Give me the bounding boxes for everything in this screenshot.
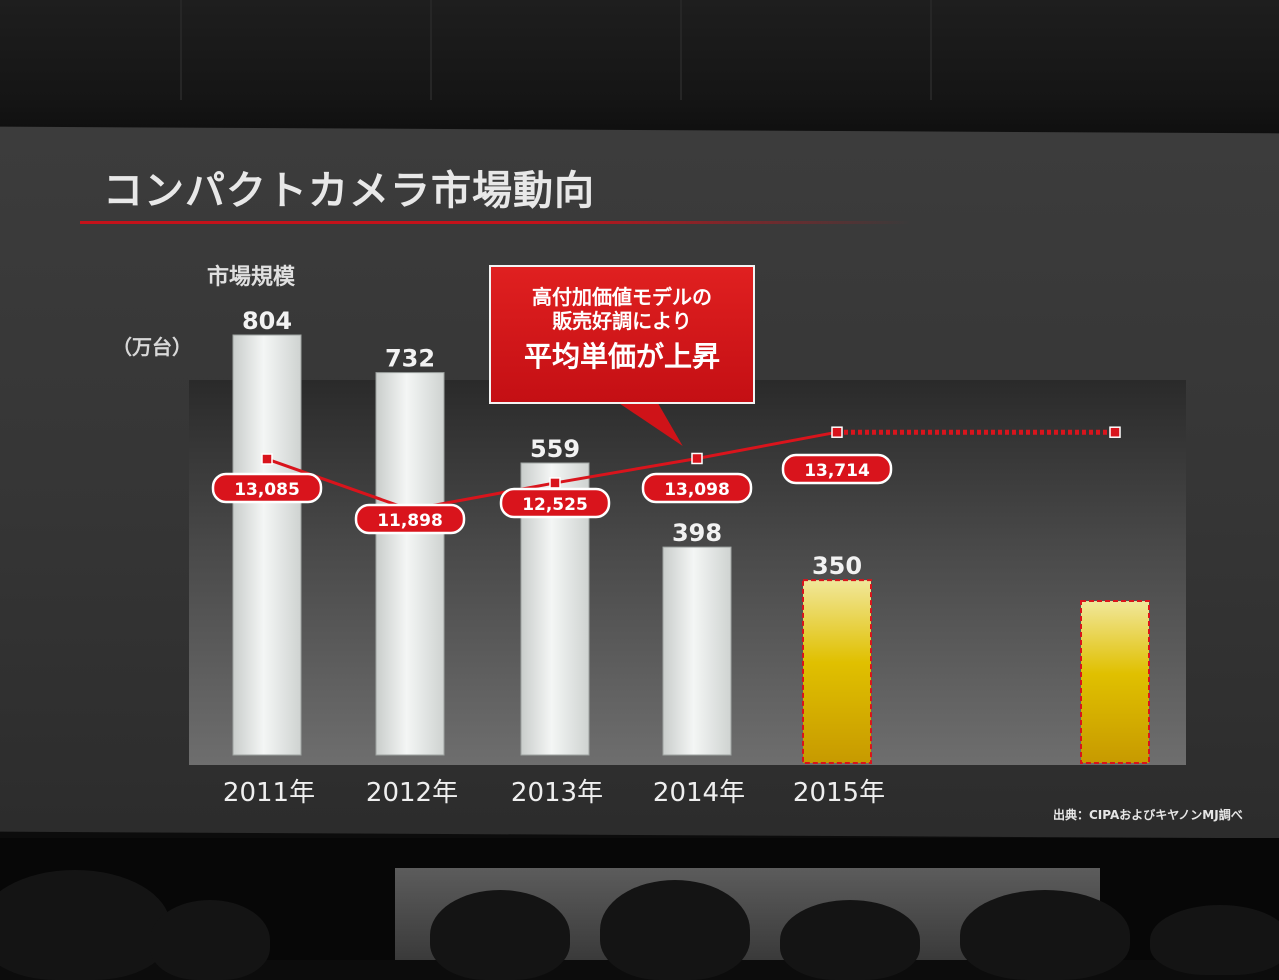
market-chart: 804 732 559 398 350 2011年 2012年 2013年 2014年 2015年… (211, 307, 1150, 808)
title-underline (80, 221, 910, 224)
audience-head (960, 890, 1130, 980)
price-label: 13,098 (664, 480, 730, 500)
callout-line-2: 販売好調により (552, 309, 692, 333)
price-point-marker (691, 452, 703, 465)
price-label-box (781, 453, 893, 485)
price-callout: 高付加価値モデルの 販売好調により 平均単価が上昇 (489, 265, 755, 404)
price-label: 12,525 (522, 495, 588, 515)
ceiling-panel-divider (430, 0, 432, 100)
market-size-bar (662, 546, 732, 756)
price-label-box (211, 472, 323, 504)
x-tick-label: 2015年 (793, 778, 885, 808)
bar-value-label: 559 (530, 435, 580, 463)
audience-head (600, 880, 750, 980)
audience-head (150, 900, 270, 980)
price-label-box (354, 503, 466, 535)
price-label: 13,714 (804, 461, 870, 481)
ceiling-area (0, 0, 1279, 140)
audience-head (1150, 905, 1279, 975)
x-tick-label: 2011年 (223, 778, 315, 808)
price-label-box (499, 487, 611, 519)
audience-head (780, 900, 920, 980)
slide-title: コンパクトカメラ市場動向 (103, 168, 595, 214)
callout-line-1: 高付加価値モデルの (532, 285, 712, 309)
bar-value-label: 732 (385, 345, 435, 373)
ceiling-panel-divider (930, 0, 932, 100)
bar-value-label: 804 (242, 307, 292, 335)
bar-value-label: 350 (812, 552, 862, 580)
x-tick-label: 2012年 (366, 778, 458, 808)
callout-line-3: 平均単価が上昇 (523, 340, 720, 373)
source-note: 出典：CIPAおよびキヤノンMJ調べ (1053, 808, 1243, 822)
price-label-box (641, 472, 753, 504)
forecast-bar (802, 579, 872, 764)
market-size-bar (375, 372, 445, 756)
y-axis-unit: （万台） (112, 335, 192, 359)
price-point-marker (261, 453, 273, 465)
ceiling-panel-divider (680, 0, 682, 100)
x-tick-label: 2014年 (653, 778, 745, 808)
market-size-bar (232, 334, 302, 756)
price-point-marker (831, 426, 843, 438)
price-point-marker (549, 477, 561, 489)
bar-value-label: 398 (672, 519, 722, 547)
price-label: 11,898 (377, 511, 443, 531)
x-tick-label: 2013年 (511, 778, 603, 808)
price-label: 13,085 (234, 480, 300, 500)
price-point-marker (1109, 426, 1121, 438)
forecast-bar (1080, 600, 1150, 764)
y-axis-label: 市場規模 (207, 265, 296, 290)
ceiling-panel-divider (180, 0, 182, 100)
audience-head (430, 890, 570, 980)
